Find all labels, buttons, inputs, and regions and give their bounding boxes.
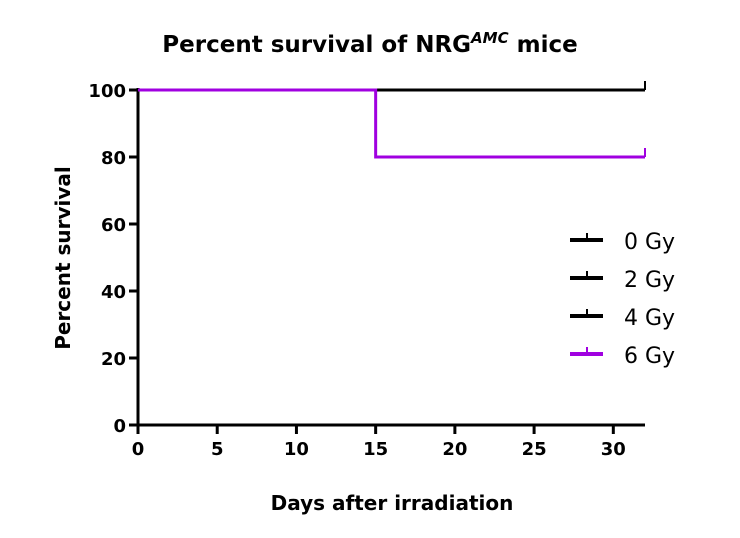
legend-label: 6 Gy [624, 344, 675, 369]
series-line-6-gy [138, 88, 645, 159]
x-tick-label: 30 [601, 439, 626, 460]
y-tick-label: 0 [113, 416, 126, 437]
x-tick-label: 25 [522, 439, 547, 460]
y-tick-label: 80 [101, 148, 126, 169]
x-tick-label: 15 [363, 439, 388, 460]
x-tick-label: 10 [284, 439, 309, 460]
legend-label: 4 Gy [624, 306, 675, 331]
x-axis-label: Days after irradiation [271, 491, 514, 515]
x-tick-label: 0 [132, 439, 145, 460]
y-tick-label: 40 [101, 282, 126, 303]
x-tick-label: 5 [211, 439, 224, 460]
x-tick-label: 20 [442, 439, 467, 460]
legend-label: 2 Gy [624, 268, 675, 293]
y-tick-label: 100 [88, 81, 126, 102]
y-tick-label: 60 [101, 215, 126, 236]
y-tick-label: 20 [101, 349, 126, 370]
y-axis-label: Percent survival [51, 166, 75, 350]
legend-label: 0 Gy [624, 230, 675, 255]
chart-title: Percent survival of NRGAMC mice [162, 29, 577, 58]
